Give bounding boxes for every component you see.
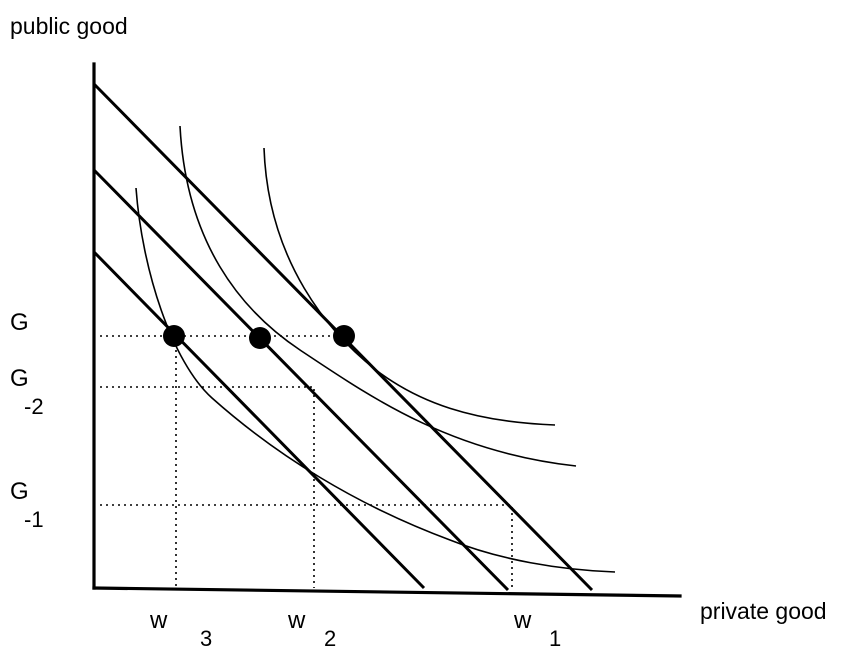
indifference-curve-3	[135, 187, 616, 573]
indifference-curves	[135, 125, 616, 573]
x-label-w3-subscript: 3	[200, 626, 212, 648]
x-axis	[92, 586, 682, 598]
budget-line-2	[92, 168, 510, 592]
tangency-point-3	[163, 325, 185, 347]
indifference-curve-2	[179, 125, 577, 467]
tangency-point-1	[333, 325, 355, 347]
x-label-w1: w	[513, 607, 532, 634]
x-label-w3: w	[149, 607, 168, 634]
y-label-g-minus-1: G	[10, 478, 29, 505]
tangency-point-2	[249, 327, 271, 349]
x-label-w2-subscript: 2	[324, 626, 336, 648]
x-axis-title: private good	[700, 598, 827, 624]
x-label-w2: w	[287, 607, 306, 634]
y-axis-title: public good	[10, 13, 128, 39]
budget-line-3	[92, 250, 426, 590]
indifference-curve-1	[263, 147, 556, 426]
y-label-g: G	[10, 309, 29, 336]
y-label-g-minus-2: G	[10, 365, 29, 392]
guide-lines	[100, 335, 513, 590]
y-label-g-minus-2-subscript: -2	[24, 394, 44, 419]
tangency-points	[163, 325, 355, 349]
y-label-g-minus-1-subscript: -1	[24, 507, 44, 532]
x-label-w1-subscript: 1	[549, 626, 561, 648]
